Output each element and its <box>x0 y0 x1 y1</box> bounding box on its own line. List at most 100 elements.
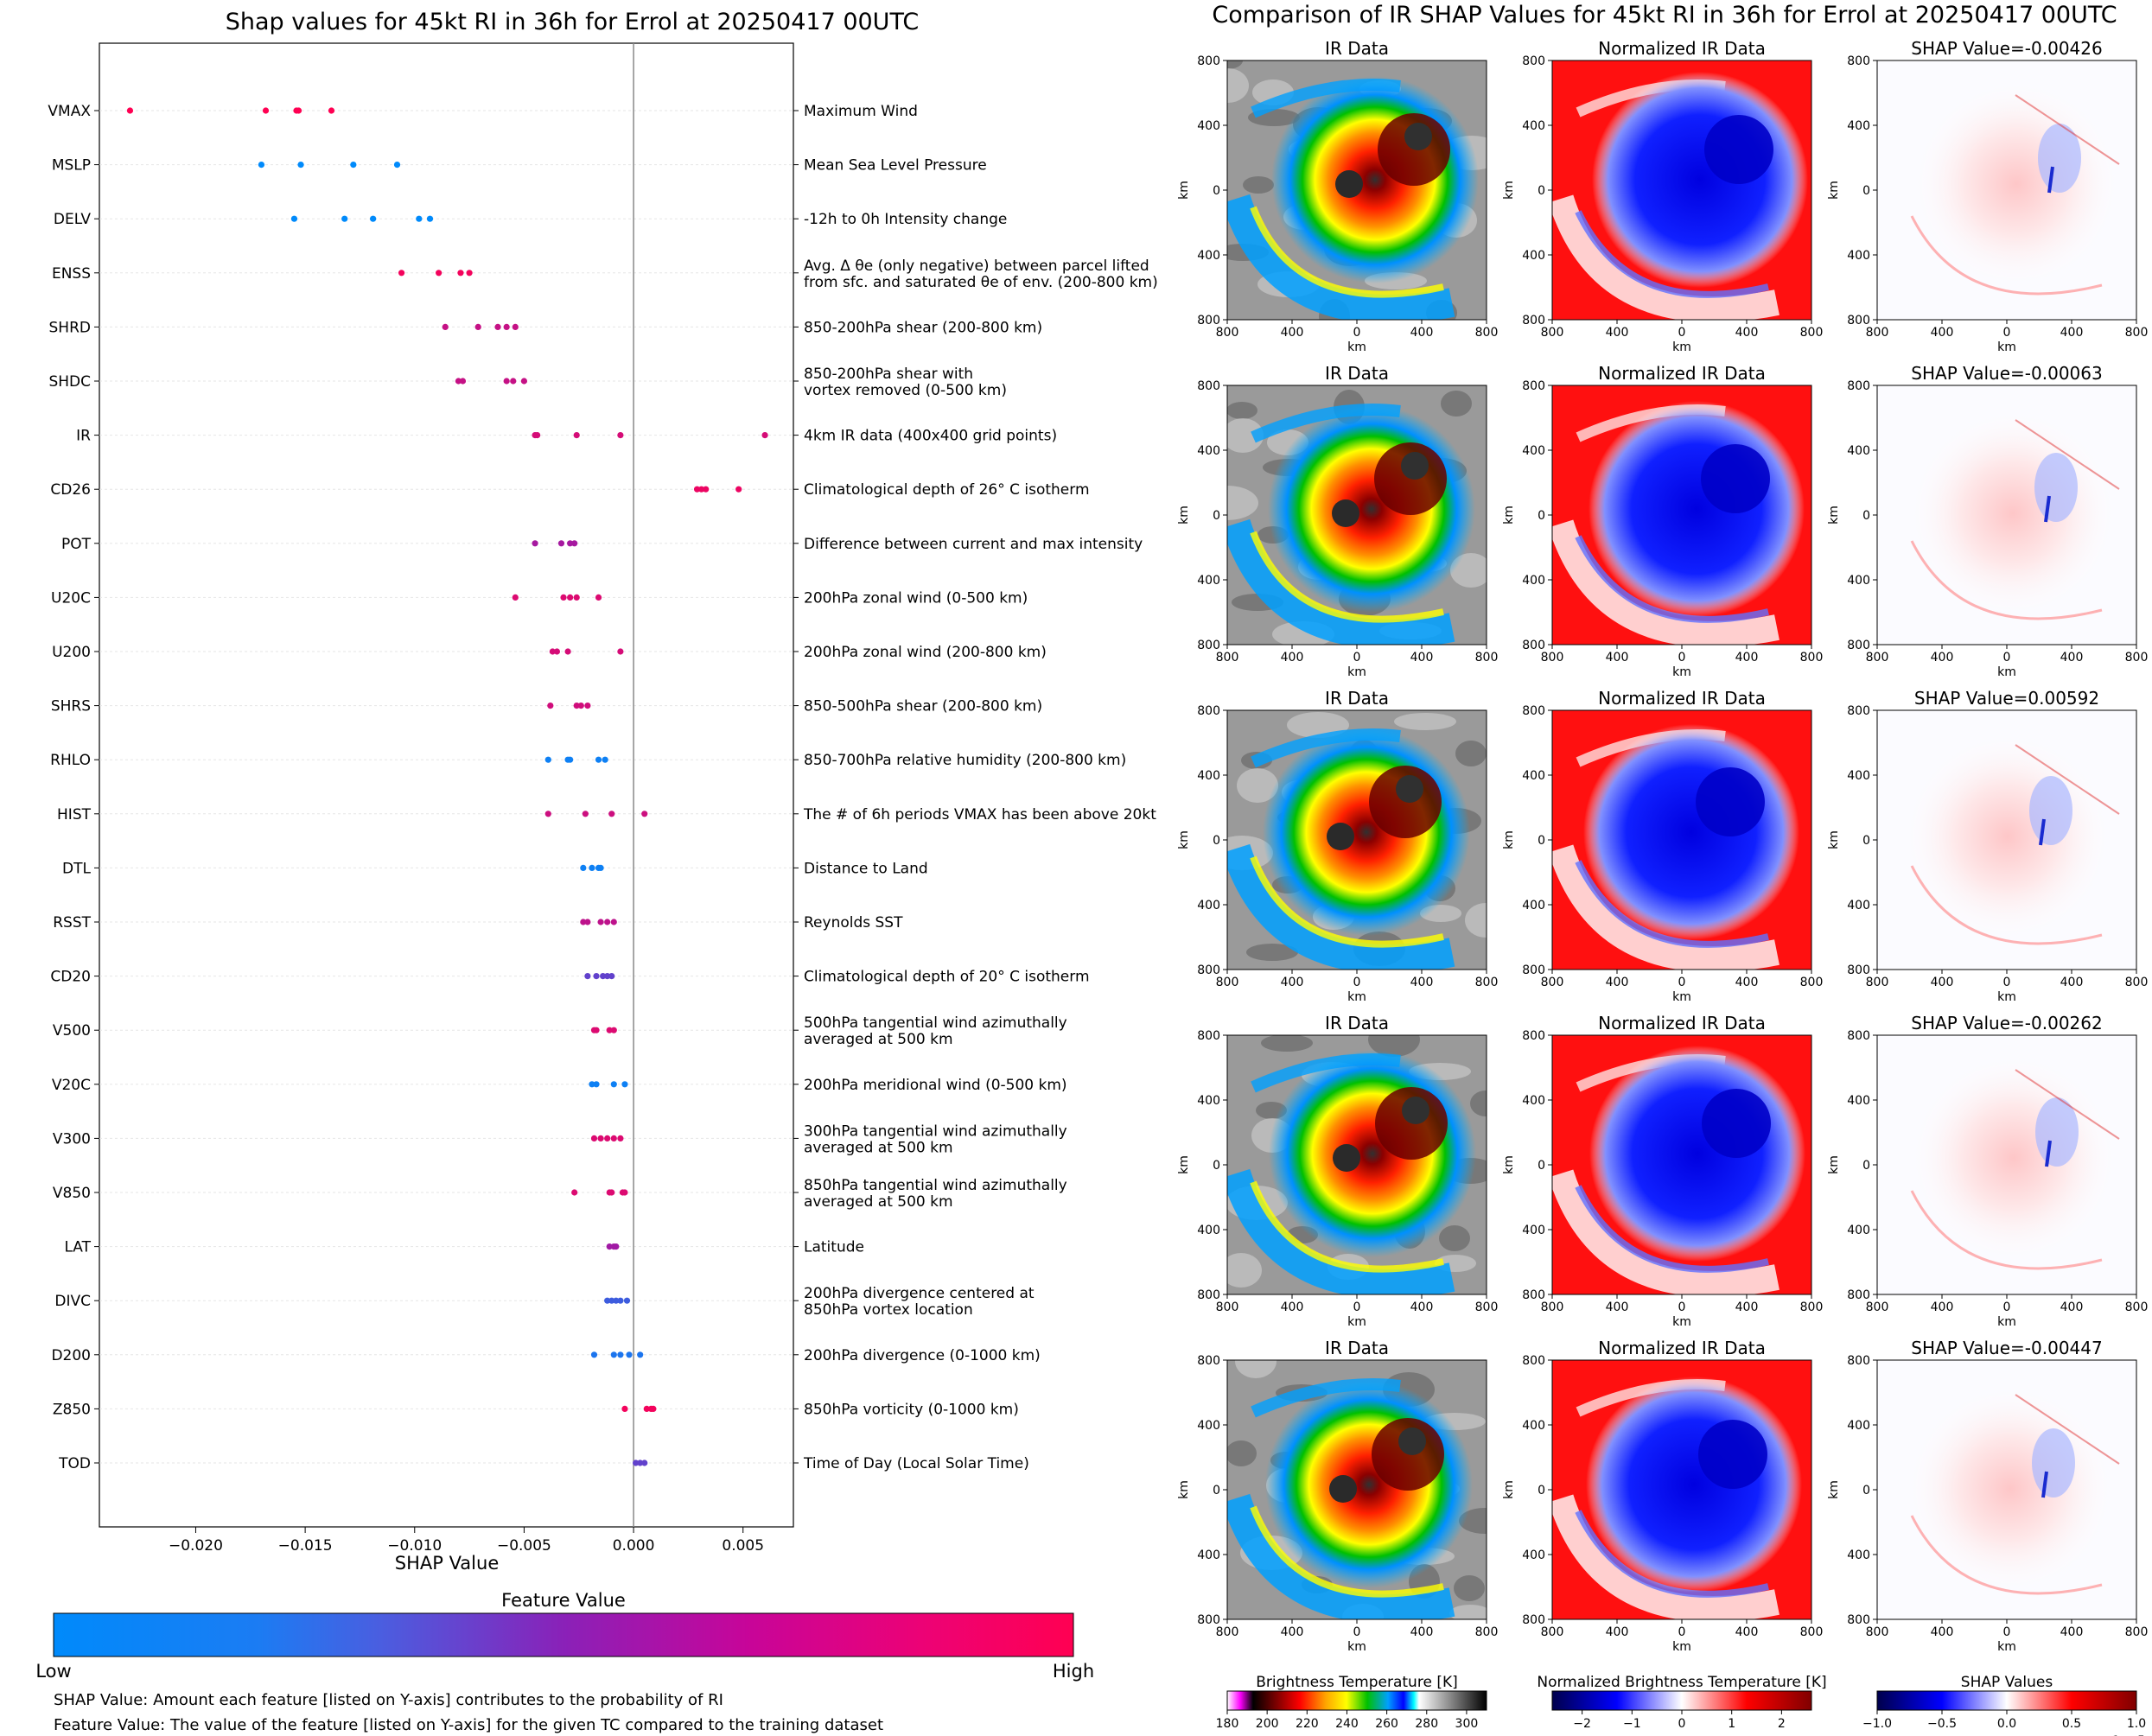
ir-image <box>1227 710 1487 970</box>
feature-label-v850: V850 <box>53 1185 91 1202</box>
y-tick-label: 400 <box>1847 899 1870 913</box>
ir-panel-r4-c2: Normalized IR Data8008004004000040040080… <box>1502 1013 1823 1329</box>
colorbar-tick-label: 200 <box>1256 1717 1279 1731</box>
feature-desc-lat: Latitude <box>804 1239 864 1256</box>
panel-title: Normalized IR Data <box>1598 688 1766 709</box>
colorbar-tick-label: −1.0 <box>1862 1717 1892 1731</box>
x-axis-label: km <box>1997 1640 2016 1654</box>
feature-label-ir: IR <box>76 428 91 445</box>
y-tick-label: 400 <box>1847 1419 1870 1433</box>
feature-desc-v300: 300hPa tangential wind azimuthally averag… <box>804 1122 1067 1156</box>
shap-point <box>650 1405 657 1412</box>
shap-point <box>573 703 580 709</box>
x-tick-label: 400 <box>1281 1300 1304 1314</box>
feature-label-delv: DELV <box>54 211 91 228</box>
panel-title: IR Data <box>1325 688 1389 709</box>
panel-title: SHAP Value=-0.00262 <box>1911 1013 2102 1033</box>
shap-point <box>564 648 571 655</box>
y-tick-label: 400 <box>1522 574 1545 588</box>
shap-point <box>584 973 591 980</box>
feature-label-tod: TOD <box>58 1455 91 1472</box>
panel-title: IR Data <box>1325 1338 1389 1358</box>
x-tick-label: 400 <box>1735 1300 1759 1314</box>
feature-desc-delv: -12h to 0h Intensity change <box>804 211 1007 228</box>
ir-panel-r1-c3: SHAP Value=-0.00426800800400400004004008… <box>1827 38 2148 354</box>
ir-image <box>1227 1360 1487 1619</box>
y-tick-label: 400 <box>1197 574 1220 588</box>
footnote-shap-value: SHAP Value: Amount each feature [listed … <box>54 1691 723 1709</box>
x-tick-label: 400 <box>1606 326 1629 340</box>
y-tick-label: 400 <box>1522 444 1545 458</box>
feature-label-v300: V300 <box>53 1130 91 1148</box>
colorbar-tick-label: 0 <box>1678 1717 1686 1731</box>
x-tick-label: 800 <box>1475 1300 1499 1314</box>
shap-point <box>549 648 556 655</box>
x-tick-label: 400 <box>1931 1625 1954 1639</box>
shap-point <box>641 811 648 817</box>
shap-point <box>474 323 481 330</box>
y-tick-label: 800 <box>1522 639 1545 652</box>
shap-point <box>328 107 335 114</box>
x-tick-label: 800 <box>1866 651 1889 665</box>
shap-point <box>571 1189 578 1196</box>
y-tick-label: 400 <box>1522 899 1545 913</box>
x-tick-label: 800 <box>1216 326 1239 340</box>
shap-point <box>703 486 710 493</box>
y-tick-label: 400 <box>1197 1419 1220 1433</box>
y-tick-label: 0 <box>1213 834 1220 848</box>
x-axis-label: km <box>1347 1640 1366 1654</box>
shap-point <box>633 1459 640 1466</box>
colorbar-tick-label: 280 <box>1415 1717 1438 1731</box>
feature-desc-u200: 200hPa zonal wind (200-800 km) <box>804 644 1047 661</box>
x-tick-label: 800 <box>1475 976 1499 989</box>
shap-point <box>595 594 602 601</box>
x-tick-label: 400 <box>1281 326 1304 340</box>
x-tick-label: 800 <box>1800 651 1824 665</box>
y-tick-label: 800 <box>1847 314 1870 327</box>
y-tick-label: 0 <box>1538 1159 1545 1173</box>
x-tick-label: 800 <box>1216 1300 1239 1314</box>
y-axis-label: km <box>1827 830 1841 849</box>
shap-point <box>589 864 595 872</box>
feature-label-v20c: V20C <box>52 1077 91 1094</box>
y-tick-label: 800 <box>1847 639 1870 652</box>
beeswarm-gridlines <box>99 110 793 1464</box>
ir-image <box>1227 1035 1487 1294</box>
feature-desc-u20c: 200hPa zonal wind (0-500 km) <box>804 589 1028 607</box>
y-axis-label: km <box>1827 181 1841 200</box>
shap-point <box>608 1297 615 1304</box>
y-tick-label: 800 <box>1522 379 1545 393</box>
x-tick-label: 800 <box>1800 326 1824 340</box>
x-tick-label: 0 <box>1678 976 1686 989</box>
shap-point <box>597 1135 604 1141</box>
y-tick-label: 0 <box>1862 834 1870 848</box>
shap-point <box>698 486 705 493</box>
shap-point <box>608 973 615 980</box>
y-tick-label: 400 <box>1522 1094 1545 1108</box>
feature-desc-d200: 200hPa divergence (0-1000 km) <box>804 1347 1041 1364</box>
ir-comparison-panel: Comparison of IR SHAP Values for 45kt RI… <box>1177 2 2148 1736</box>
y-tick-label: 400 <box>1847 574 1870 588</box>
y-tick-label: 400 <box>1522 1419 1545 1433</box>
x-axis-label: km <box>1997 340 2016 354</box>
feature-desc-cd20: Climatological depth of 20° C isotherm <box>804 969 1090 986</box>
shap-point <box>613 1297 620 1304</box>
feature-label-cd26: CD26 <box>50 481 91 499</box>
panel-title: SHAP Value=0.00592 <box>1914 688 2099 709</box>
ir-panel-r4-c3: SHAP Value=-0.00262800800400400004004008… <box>1827 1013 2148 1329</box>
shap-point <box>126 107 134 114</box>
panel-title: Normalized IR Data <box>1598 1338 1766 1358</box>
ir-panel-r2-c3: SHAP Value=-0.00063800800400400004004008… <box>1827 363 2148 679</box>
y-tick-label: 400 <box>1522 1224 1545 1237</box>
y-tick-label: 400 <box>1847 769 1870 783</box>
feature-label-v500: V500 <box>53 1022 91 1040</box>
shap-point <box>610 919 617 925</box>
feature-desc-shdc: 850-200hPa shear with vortex removed (0-5… <box>804 366 1007 399</box>
ir-image <box>1227 60 1487 320</box>
shap-point <box>573 594 580 601</box>
feature-desc-v850: 850hPa tangential wind azimuthally averag… <box>804 1177 1067 1211</box>
feature-label-pot: POT <box>61 536 92 553</box>
y-tick-label: 0 <box>1862 184 1870 198</box>
feature-desc-vmax: Maximum Wind <box>804 103 918 120</box>
